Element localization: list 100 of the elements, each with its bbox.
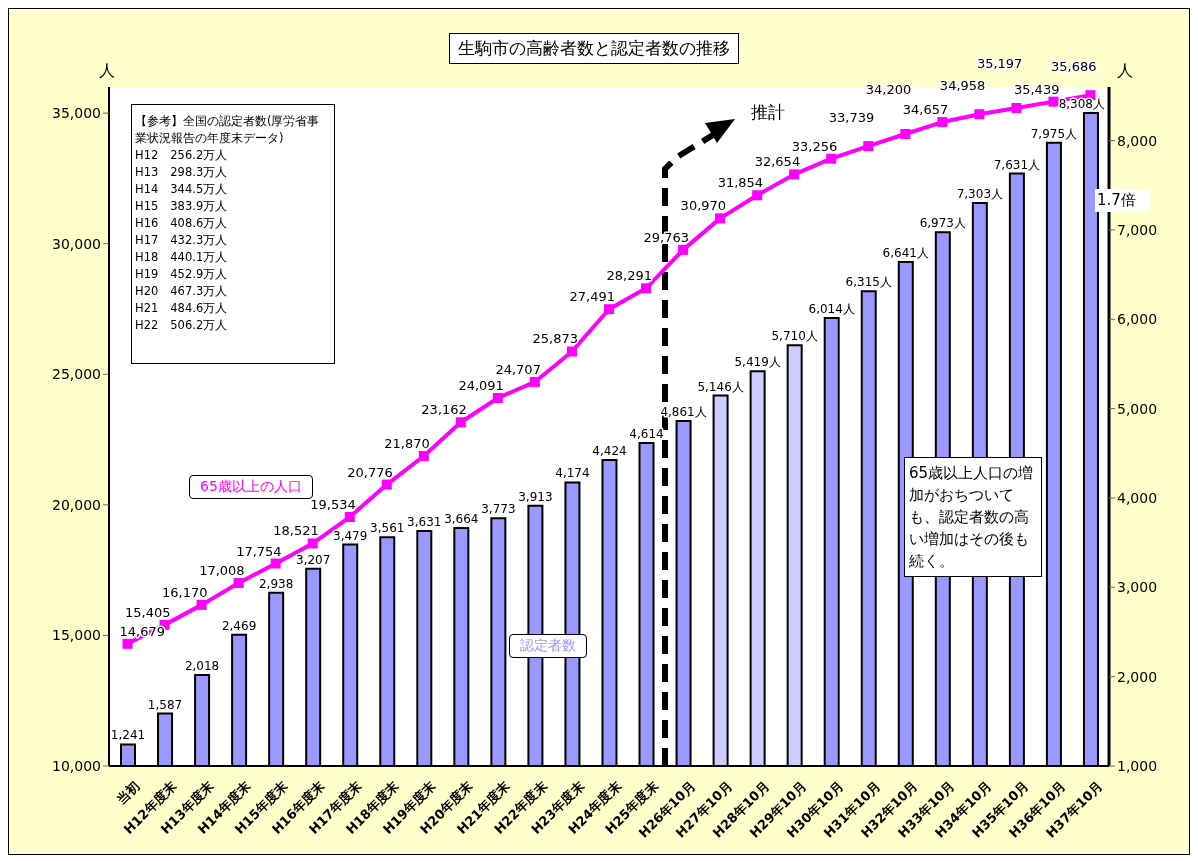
data-label: 6,973人 bbox=[919, 216, 966, 231]
point bbox=[900, 129, 911, 140]
data-label: 34,958 bbox=[939, 78, 986, 94]
point bbox=[789, 169, 800, 180]
data-label: 20,776 bbox=[347, 464, 393, 480]
point bbox=[122, 638, 133, 649]
data-label: 35,197 bbox=[976, 55, 1023, 71]
y-axis-title: 人 bbox=[99, 61, 115, 82]
data-label: 25,873 bbox=[532, 331, 578, 347]
y2-tick-label: 7,000 bbox=[1117, 221, 1158, 238]
data-label: 31,854 bbox=[717, 175, 764, 191]
data-label: 27,491 bbox=[569, 289, 615, 305]
y-tick-label: 25,000 bbox=[52, 366, 101, 383]
point bbox=[196, 599, 207, 610]
y-tick-label: 30,000 bbox=[52, 235, 101, 252]
data-label: 24,091 bbox=[458, 378, 504, 394]
point bbox=[1011, 102, 1022, 113]
y2-tick-label: 6,000 bbox=[1117, 311, 1158, 328]
point bbox=[344, 512, 355, 523]
point bbox=[604, 304, 614, 315]
data-label: 30,970 bbox=[680, 198, 727, 214]
point bbox=[529, 376, 540, 387]
data-label: 3,479 bbox=[333, 528, 368, 543]
data-label: 8,308人 bbox=[1058, 97, 1105, 112]
point bbox=[270, 558, 281, 569]
y2-tick-label: 3,000 bbox=[1117, 579, 1158, 596]
data-label: 3,561 bbox=[370, 521, 405, 536]
y2-tick-label: 2,000 bbox=[1117, 668, 1158, 685]
data-label: 17,008 bbox=[199, 562, 245, 578]
data-label: 34,657 bbox=[902, 102, 949, 118]
data-label: 35,686 bbox=[1050, 59, 1097, 75]
point bbox=[455, 417, 466, 428]
data-label: 6,014人 bbox=[808, 302, 855, 317]
y-tick-label: 15,000 bbox=[52, 627, 101, 644]
note-box: 【参考】全国の認定者数(厚労省事業状況報告の年度末データ) H12 256.2万人 H13 298.3万人 H14 344.5万人 H15 383.9万人 H16 408.6万人 H17 432.3万人 H18 440.1万人 H19 452.9万人 H20 467.3万人 H21 484.6万人 H22 506.2万人 bbox=[131, 104, 335, 364]
point bbox=[307, 538, 318, 549]
y2-tick-label: 5,000 bbox=[1117, 400, 1158, 417]
data-label: 2,018 bbox=[184, 659, 220, 674]
data-label: 3,913 bbox=[518, 489, 553, 504]
data-label: 33,256 bbox=[791, 138, 838, 154]
data-label: 16,170 bbox=[162, 584, 208, 600]
data-label: 24,707 bbox=[495, 361, 541, 377]
data-label: 3,631 bbox=[407, 514, 442, 529]
data-label: 34,200 bbox=[865, 82, 912, 98]
data-label: 17,754 bbox=[236, 543, 282, 559]
point bbox=[1048, 96, 1059, 107]
data-label: 4,614 bbox=[629, 427, 664, 442]
chart-title: 生駒市の高齢者数と認定者数の推移 bbox=[449, 33, 739, 64]
data-label: 15,405 bbox=[125, 604, 171, 620]
data-label: 5,146人 bbox=[697, 379, 744, 394]
y2-tick-label: 8,000 bbox=[1117, 132, 1158, 149]
data-label: 33,739 bbox=[828, 110, 875, 126]
data-label: 1,241 bbox=[110, 728, 146, 743]
point bbox=[566, 346, 577, 357]
point bbox=[381, 479, 392, 490]
data-label: 3,664 bbox=[444, 511, 479, 526]
data-label: 6,315人 bbox=[845, 275, 892, 290]
point bbox=[641, 283, 652, 294]
data-label: 4,174 bbox=[555, 466, 590, 481]
point bbox=[233, 577, 244, 588]
data-label: 1,587 bbox=[147, 697, 183, 712]
y-tick-label: 35,000 bbox=[52, 105, 101, 122]
data-label: 7,975人 bbox=[1030, 126, 1078, 141]
y2-tick-label: 4,000 bbox=[1117, 489, 1158, 506]
data-label: 2,938 bbox=[258, 576, 294, 591]
data-label: 32,654 bbox=[754, 154, 801, 170]
point bbox=[974, 109, 985, 120]
data-label: 3,773 bbox=[481, 502, 516, 517]
data-label: 23,162 bbox=[421, 402, 467, 418]
data-label: 7,631人 bbox=[993, 157, 1041, 172]
annotation: 推計 bbox=[750, 101, 785, 124]
data-label: 3,207 bbox=[296, 552, 331, 567]
point bbox=[418, 451, 429, 462]
annotation: 1.7倍 bbox=[1095, 189, 1150, 212]
point bbox=[826, 153, 837, 164]
point bbox=[752, 190, 763, 201]
y2-axis-title: 人 bbox=[1117, 61, 1133, 82]
data-label: 5,419人 bbox=[734, 355, 781, 370]
data-label: 6,641人 bbox=[882, 246, 929, 261]
data-label: 5,710人 bbox=[771, 329, 818, 344]
point bbox=[937, 117, 948, 128]
point bbox=[678, 244, 689, 255]
y-tick-label: 10,000 bbox=[52, 757, 101, 774]
point bbox=[863, 141, 874, 152]
y-tick-label: 20,000 bbox=[52, 496, 101, 513]
data-label: 35,439 bbox=[1013, 81, 1060, 97]
data-label: 28,291 bbox=[606, 268, 653, 284]
note-box: 65歳以上人口の増加がおちついても、認定者数の高い増加はその後も続く。 bbox=[904, 457, 1042, 577]
label-box: 65歳以上の人口 bbox=[189, 475, 313, 499]
label-box: 認定者数 bbox=[509, 634, 587, 658]
data-label: 21,870 bbox=[384, 436, 430, 452]
point bbox=[492, 393, 503, 404]
point bbox=[715, 213, 726, 224]
data-label: 29,763 bbox=[643, 229, 690, 245]
data-label: 7,303人 bbox=[956, 186, 1004, 201]
data-label: 18,521 bbox=[273, 523, 319, 539]
data-label: 2,469 bbox=[221, 618, 257, 633]
y2-tick-label: 1,000 bbox=[1117, 757, 1158, 774]
data-label: 19,534 bbox=[310, 497, 356, 513]
data-label: 4,424 bbox=[592, 444, 627, 459]
